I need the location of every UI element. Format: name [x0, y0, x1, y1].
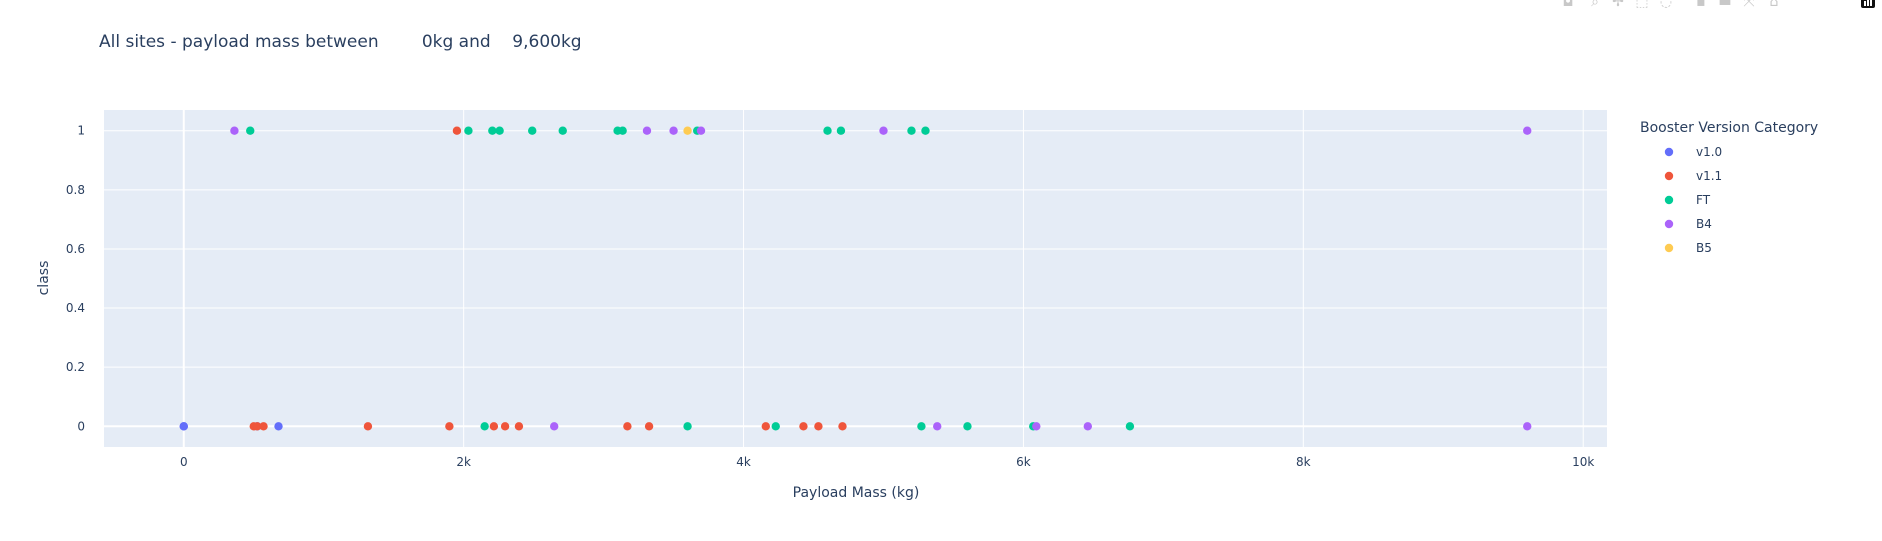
- data-point[interactable]: [761, 422, 770, 431]
- data-point[interactable]: [618, 126, 627, 135]
- legend: Booster Version Category v1.0 v1.1 FT B4 B5: [1640, 120, 1818, 255]
- lasso-icon[interactable]: ◌: [1659, 0, 1673, 10]
- data-point[interactable]: [683, 126, 692, 135]
- legend-label: FT: [1696, 193, 1711, 207]
- data-point[interactable]: [274, 422, 283, 431]
- data-point[interactable]: [179, 422, 188, 431]
- data-point[interactable]: [1523, 422, 1532, 431]
- zoom-out-icon[interactable]: ▬: [1718, 0, 1732, 10]
- data-point[interactable]: [495, 126, 504, 135]
- y-tick-label: 0.2: [66, 360, 85, 374]
- data-point[interactable]: [836, 126, 846, 135]
- y-tick-label: 1: [77, 124, 85, 138]
- legend-title: Booster Version Category: [1640, 120, 1818, 136]
- data-point[interactable]: [480, 422, 489, 431]
- series-B4: [230, 126, 1532, 431]
- y-tick-label: 0: [77, 419, 85, 433]
- data-point[interactable]: [550, 422, 559, 431]
- data-point[interactable]: [933, 422, 942, 431]
- series-B5: [683, 126, 692, 135]
- data-point[interactable]: [488, 126, 497, 135]
- data-point[interactable]: [963, 422, 972, 431]
- data-point[interactable]: [907, 126, 916, 135]
- legend-marker: [1664, 219, 1674, 229]
- legend-label: v1.0: [1696, 145, 1722, 159]
- legend-item[interactable]: B5: [1664, 241, 1712, 255]
- series-v1-1: [249, 126, 847, 431]
- x-tick-label: 0: [180, 455, 188, 469]
- plotly-logo[interactable]: [1861, 0, 1875, 8]
- data-point[interactable]: [464, 126, 473, 135]
- grid-lines: [104, 110, 1607, 447]
- reset-axes-icon[interactable]: ⌂: [1769, 0, 1779, 10]
- x-tick-label: 4k: [736, 455, 751, 469]
- x-tick-label: 6k: [1016, 455, 1031, 469]
- y-tick-label: 0.8: [66, 183, 85, 197]
- legend-item[interactable]: FT: [1664, 193, 1711, 207]
- data-point[interactable]: [669, 126, 678, 135]
- legend-label: v1.1: [1696, 169, 1722, 183]
- y-axis-title: class: [36, 261, 52, 296]
- plot-area[interactable]: [104, 110, 1607, 447]
- autoscale-icon[interactable]: ⤧: [1743, 0, 1755, 10]
- x-tick-label: 8k: [1296, 455, 1311, 469]
- legend-label: B4: [1696, 217, 1712, 231]
- x-tick-label: 10k: [1572, 455, 1594, 469]
- data-point[interactable]: [838, 422, 847, 431]
- data-point[interactable]: [528, 126, 537, 135]
- zoom-icon[interactable]: ⌕: [1591, 0, 1599, 10]
- y-tick-label: 0.6: [66, 242, 85, 256]
- data-point[interactable]: [917, 422, 926, 431]
- legend-marker: [1664, 195, 1674, 205]
- data-point[interactable]: [642, 126, 652, 135]
- data-point[interactable]: [253, 422, 262, 431]
- data-point[interactable]: [489, 422, 499, 431]
- chart-title: All sites - payload mass between 0kg and…: [99, 32, 582, 52]
- y-tick-label: 0.4: [66, 301, 85, 315]
- data-point[interactable]: [1083, 422, 1093, 431]
- zoom-in-icon[interactable]: ▪: [1696, 0, 1706, 10]
- data-point[interactable]: [452, 126, 462, 135]
- camera-icon[interactable]: ◘: [1562, 0, 1574, 10]
- data-point[interactable]: [771, 422, 780, 431]
- legend-marker: [1664, 243, 1674, 253]
- data-point[interactable]: [1032, 422, 1041, 431]
- data-points[interactable]: [179, 126, 1532, 431]
- legend-label: B5: [1696, 241, 1712, 255]
- data-point[interactable]: [644, 422, 654, 431]
- data-point[interactable]: [696, 126, 706, 135]
- legend-marker: [1664, 171, 1674, 181]
- data-point[interactable]: [230, 126, 239, 135]
- legend-item[interactable]: v1.1: [1664, 169, 1722, 183]
- legend-item[interactable]: B4: [1664, 217, 1712, 231]
- data-point[interactable]: [623, 422, 632, 431]
- data-point[interactable]: [558, 126, 567, 135]
- data-point[interactable]: [683, 422, 692, 431]
- pan-icon[interactable]: ✢: [1612, 0, 1624, 10]
- x-axis-title: Payload Mass (kg): [793, 485, 920, 501]
- data-point[interactable]: [363, 422, 373, 431]
- data-point[interactable]: [1125, 422, 1135, 431]
- legend-item[interactable]: v1.0: [1664, 145, 1722, 159]
- data-point[interactable]: [879, 126, 888, 135]
- data-point[interactable]: [921, 126, 930, 135]
- data-point[interactable]: [799, 422, 808, 431]
- x-tick-label: 2k: [456, 455, 471, 469]
- data-point[interactable]: [500, 422, 510, 431]
- data-point[interactable]: [814, 422, 823, 431]
- axis-ticks: 0 2k 4k 6k 8k 10k 0 0.2 0.4 0.6 0.8 1: [66, 124, 1594, 469]
- data-point[interactable]: [823, 126, 832, 135]
- legend-marker: [1664, 147, 1674, 157]
- data-point[interactable]: [259, 422, 268, 431]
- data-point[interactable]: [246, 126, 255, 135]
- modebar: ◘ ⌕ ✢ ⬚ ◌ ▪ ▬ ⤧ ⌂: [1550, 0, 1882, 12]
- data-point[interactable]: [1523, 126, 1532, 135]
- box-select-icon[interactable]: ⬚: [1635, 0, 1649, 10]
- data-point[interactable]: [445, 422, 454, 431]
- data-point[interactable]: [514, 422, 524, 431]
